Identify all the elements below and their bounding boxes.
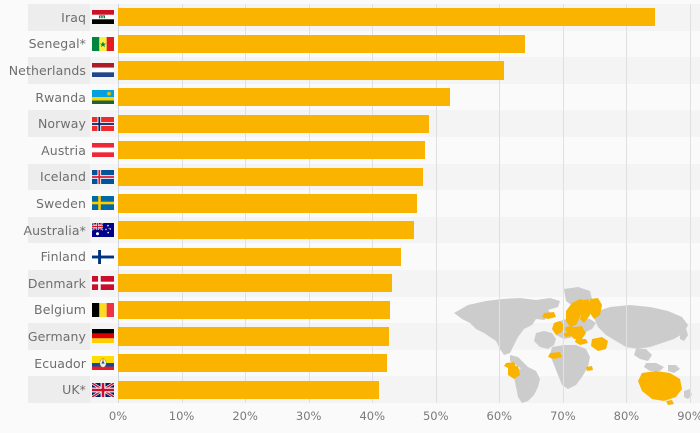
bar[interactable] <box>118 8 656 27</box>
belgium-flag <box>92 302 114 317</box>
x-axis-tick-label: 20% <box>232 409 258 423</box>
senegal-flag <box>92 36 114 51</box>
x-axis-tick-label: 60% <box>486 409 513 423</box>
category-label[interactable]: Senegal* <box>0 31 118 58</box>
bar-row[interactable] <box>0 31 700 58</box>
category-label-text: UK* <box>62 382 86 398</box>
x-axis: 0% 10% 20% 30% 40% 50% 60% 70% 80% 90% <box>0 403 700 433</box>
category-label[interactable]: Norway <box>0 110 118 137</box>
austria-flag <box>92 143 114 158</box>
x-axis-tick-label: 70% <box>550 409 576 423</box>
category-label[interactable]: Belgium <box>0 297 118 324</box>
x-axis-tick-label: 80% <box>613 409 640 423</box>
bar-row[interactable] <box>0 270 700 297</box>
category-label[interactable]: Austria <box>0 137 118 164</box>
category-label[interactable]: Finland <box>0 243 118 270</box>
iraq-flag <box>92 10 114 25</box>
category-label[interactable]: Germany <box>0 323 118 350</box>
gridline <box>499 4 501 403</box>
bar-row[interactable] <box>0 217 700 244</box>
bar[interactable] <box>118 141 425 160</box>
bar-row[interactable] <box>0 57 700 84</box>
bar-row[interactable] <box>0 84 700 111</box>
x-axis-tick-label: 10% <box>168 409 195 423</box>
x-axis-tick-label: 30% <box>295 409 322 423</box>
category-label[interactable]: Ecuador <box>0 350 118 377</box>
category-label-text: Iraq <box>61 9 86 25</box>
category-label-text: Denmark <box>27 275 86 291</box>
category-label-text: Sweden <box>36 195 86 211</box>
category-label-group: Iraq Senegal* Netherlands Rwanda Norway Austr… <box>0 4 118 403</box>
germany-flag <box>92 329 114 344</box>
category-label-text: Rwanda <box>35 89 86 105</box>
bar[interactable] <box>118 61 505 80</box>
sweden-flag <box>92 196 114 211</box>
category-label[interactable]: Sweden <box>0 190 118 217</box>
category-label[interactable]: Rwanda <box>0 84 118 111</box>
bar-row[interactable] <box>0 190 700 217</box>
bar-row[interactable] <box>0 110 700 137</box>
australia-flag <box>92 223 114 238</box>
category-label-text: Belgium <box>34 302 86 318</box>
category-label-text: Norway <box>37 116 86 132</box>
bar[interactable] <box>118 194 417 213</box>
ecuador-flag <box>92 356 114 371</box>
bar-row[interactable] <box>0 164 700 191</box>
bar[interactable] <box>118 87 451 107</box>
bar[interactable] <box>118 353 387 373</box>
gridline <box>435 4 437 403</box>
bar-row[interactable] <box>0 323 700 350</box>
bar[interactable] <box>118 274 392 293</box>
category-label[interactable]: Denmark <box>0 270 118 297</box>
uk-flag <box>92 382 114 397</box>
finland-flag <box>92 249 114 264</box>
plot-area: Iraq Senegal* Netherlands Rwanda Norway Austr… <box>0 4 700 405</box>
x-axis-tick-label: 40% <box>359 409 385 423</box>
bar[interactable] <box>118 380 379 399</box>
category-label[interactable]: Netherlands <box>0 57 118 84</box>
category-label-text: Iceland <box>40 169 86 185</box>
norway-flag <box>92 116 114 131</box>
iceland-flag <box>92 169 114 184</box>
x-axis-tick-label: 50% <box>422 409 449 423</box>
category-label[interactable]: Australia* <box>0 217 118 244</box>
bar[interactable] <box>118 247 401 266</box>
category-label[interactable]: Iceland <box>0 164 118 191</box>
category-label-text: Finland <box>40 249 86 265</box>
bar[interactable] <box>118 114 430 133</box>
category-label-text: Austria <box>41 142 86 158</box>
category-label[interactable]: UK* <box>0 376 118 403</box>
category-label-text: Ecuador <box>34 355 86 371</box>
bar-row[interactable] <box>0 376 700 403</box>
bar-row[interactable] <box>0 137 700 164</box>
gridline <box>626 4 628 403</box>
bar-group <box>0 4 700 403</box>
x-axis-tick-label: 0% <box>108 409 128 423</box>
bar[interactable] <box>118 327 389 346</box>
bar-row[interactable] <box>0 4 700 31</box>
category-label[interactable]: Iraq <box>0 4 118 31</box>
x-axis-tick-label: 90% <box>677 409 700 423</box>
bar[interactable] <box>118 220 415 240</box>
bar[interactable] <box>118 167 424 186</box>
category-label-text: Netherlands <box>8 62 86 78</box>
category-label-text: Germany <box>27 328 86 344</box>
bar-row[interactable] <box>0 350 700 377</box>
bar[interactable] <box>118 300 391 319</box>
denmark-flag <box>92 276 114 291</box>
rwanda-flag <box>92 90 114 105</box>
bar-row[interactable] <box>0 243 700 270</box>
bar-row[interactable] <box>0 297 700 324</box>
gridline <box>690 4 691 403</box>
bar[interactable] <box>118 34 525 53</box>
gridline <box>562 4 564 403</box>
netherlands-flag <box>92 63 114 78</box>
category-label-text: Australia* <box>23 222 86 238</box>
category-label-text: Senegal* <box>28 36 86 52</box>
